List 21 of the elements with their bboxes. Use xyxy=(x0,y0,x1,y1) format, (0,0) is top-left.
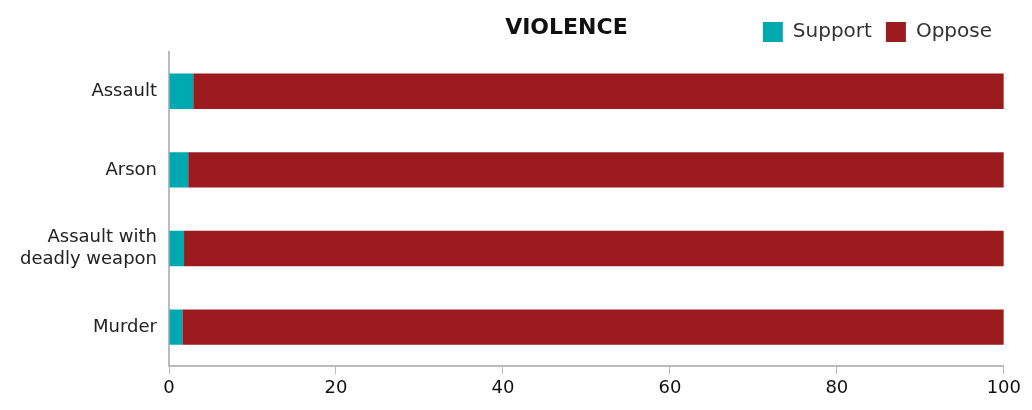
x-tick-label: 100 xyxy=(986,375,1021,397)
bar xyxy=(182,309,1004,345)
y-tick-label: Murder xyxy=(93,314,158,336)
bar xyxy=(169,309,183,345)
y-tick-label: Assault with deadly weapon xyxy=(19,225,157,268)
bar xyxy=(184,230,1004,267)
x-tick-label: 80 xyxy=(825,375,849,397)
bar xyxy=(169,230,185,267)
y-tick-label: Assault xyxy=(91,78,157,100)
bar xyxy=(188,152,1004,188)
bar xyxy=(193,73,1004,109)
bar xyxy=(169,73,194,109)
x-tick-label: 40 xyxy=(491,375,515,397)
x-tick-label: 20 xyxy=(324,375,348,397)
x-tick-label: 0 xyxy=(163,375,175,397)
x-tick-label: 60 xyxy=(658,375,682,397)
chart-title: VIOLENCE xyxy=(505,13,628,39)
legend-label: Support xyxy=(792,18,873,43)
y-tick-label: Arson xyxy=(105,157,157,179)
bar xyxy=(169,152,189,188)
legend-label: Oppose xyxy=(915,18,992,43)
